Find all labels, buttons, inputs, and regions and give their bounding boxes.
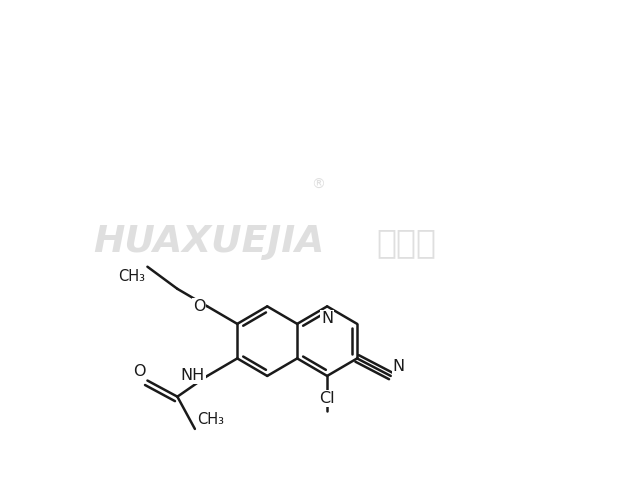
Text: HUAXUEJIA: HUAXUEJIA	[93, 224, 325, 260]
Text: O: O	[133, 364, 146, 379]
Text: CH₃: CH₃	[197, 412, 224, 427]
Text: N: N	[321, 311, 333, 326]
Text: N: N	[392, 359, 404, 373]
Text: Cl: Cl	[320, 391, 335, 406]
Text: NH: NH	[181, 369, 205, 384]
Text: CH₃: CH₃	[118, 269, 145, 285]
Text: 化学加: 化学加	[377, 226, 437, 259]
Text: ®: ®	[311, 178, 325, 192]
Text: O: O	[193, 299, 205, 314]
